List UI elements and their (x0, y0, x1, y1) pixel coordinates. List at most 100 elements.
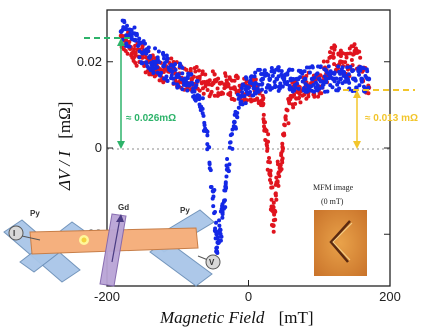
data-point-noise (159, 70, 164, 75)
data-point-noise (274, 197, 279, 202)
data-point-noise (215, 235, 220, 240)
data-point-noise (235, 76, 240, 81)
data-point-noise (207, 78, 212, 83)
data-point-noise (334, 76, 339, 81)
data-point-noise (223, 180, 228, 185)
data-point-noise (140, 61, 145, 66)
data-point-noise (124, 23, 129, 28)
data-point-noise (222, 198, 227, 203)
data-point (331, 55, 336, 60)
data-point-noise (232, 78, 237, 83)
data-point-noise (299, 70, 304, 75)
data-point-noise (345, 65, 350, 70)
data-point-noise (203, 72, 208, 77)
data-point-noise (210, 196, 215, 201)
data-point-noise (228, 90, 233, 95)
data-point-noise (195, 79, 200, 84)
data-point-noise (200, 106, 205, 111)
data-point-noise (359, 79, 364, 84)
data-point-noise (293, 101, 298, 106)
x-axis-title-text: Magnetic Field (159, 308, 265, 327)
green-arrowhead-top (117, 38, 125, 46)
data-point-noise (269, 65, 274, 70)
data-point-noise (252, 74, 257, 79)
data-point-noise (357, 72, 362, 77)
data-point-noise (212, 93, 217, 98)
voltmeter-icon (205, 254, 221, 270)
data-point-noise (235, 114, 240, 119)
data-point-noise (206, 145, 211, 150)
data-point (263, 128, 269, 134)
data-point-noise (192, 93, 197, 98)
data-point-noise (336, 64, 341, 69)
data-point-noise (357, 49, 362, 54)
data-point-noise (361, 66, 366, 71)
data-point-noise (228, 93, 233, 98)
data-point-noise (235, 92, 240, 97)
data-point-noise (315, 83, 320, 88)
data-point-noise (214, 232, 219, 237)
data-point-noise (197, 74, 202, 79)
data-point-noise (353, 78, 358, 83)
data-point-noise (327, 50, 332, 55)
data-point-noise (266, 73, 271, 78)
data-point-noise (176, 84, 181, 89)
data-point-noise (286, 121, 291, 126)
inset-subtitle: (0 mT) (321, 197, 344, 206)
data-point-noise (344, 55, 349, 60)
yellow-arrowhead-top (353, 90, 361, 98)
data-point-noise (129, 27, 134, 32)
data-point-noise (330, 85, 335, 90)
gd-arrowhead (116, 214, 124, 222)
data-point-noise (196, 68, 201, 73)
data-point-noise (171, 76, 176, 81)
data-point-noise (122, 20, 127, 25)
data-point-noise (268, 168, 273, 173)
data-point-noise (201, 91, 206, 96)
data-point-noise (296, 86, 301, 91)
data-point-noise (319, 91, 324, 96)
data-point-noise (326, 64, 331, 69)
data-point-noise (240, 102, 245, 107)
data-point-noise (232, 97, 237, 102)
data-point-noise (220, 210, 225, 215)
data-point-noise (357, 83, 362, 88)
data-point-noise (180, 71, 185, 76)
data-point-noise (329, 45, 334, 50)
data-point-noise (279, 84, 284, 89)
data-point-noise (267, 83, 272, 88)
data-point-noise (151, 59, 156, 64)
data-point-noise (223, 205, 228, 210)
data-point-noise (262, 68, 267, 73)
data-point-noise (142, 41, 147, 46)
y-axis-title-text: ΔV / I (55, 150, 74, 191)
data-point-noise (201, 113, 206, 118)
data-point-noise (256, 89, 261, 94)
data-point-noise (243, 101, 248, 106)
data-point-noise (351, 68, 356, 73)
data-point-noise (215, 86, 220, 91)
data-point-noise (337, 86, 342, 91)
data-point-noise (230, 132, 235, 137)
data-point-noise (332, 70, 337, 75)
data-point-noise (235, 110, 240, 115)
data-point-noise (280, 141, 285, 146)
yellow-annotation: ≈ 0.013 mΩ (365, 113, 418, 124)
data-point-noise (190, 82, 195, 87)
data-point-noise (259, 87, 264, 92)
data-point (132, 37, 138, 43)
data-point-noise (161, 53, 166, 58)
data-point-noise (193, 69, 198, 74)
x-axis-title: Magnetic Field [mT] (159, 308, 314, 327)
data-point-noise (161, 56, 166, 61)
data-point-noise (134, 31, 139, 36)
data-point-noise (236, 96, 241, 101)
data-point-noise (193, 98, 198, 103)
data-point-noise (180, 65, 185, 70)
data-point-noise (283, 117, 288, 122)
data-point-noise (280, 146, 285, 151)
data-point-noise (220, 215, 225, 220)
data-point (281, 132, 287, 138)
data-point (253, 80, 258, 86)
data-point-noise (256, 82, 261, 87)
